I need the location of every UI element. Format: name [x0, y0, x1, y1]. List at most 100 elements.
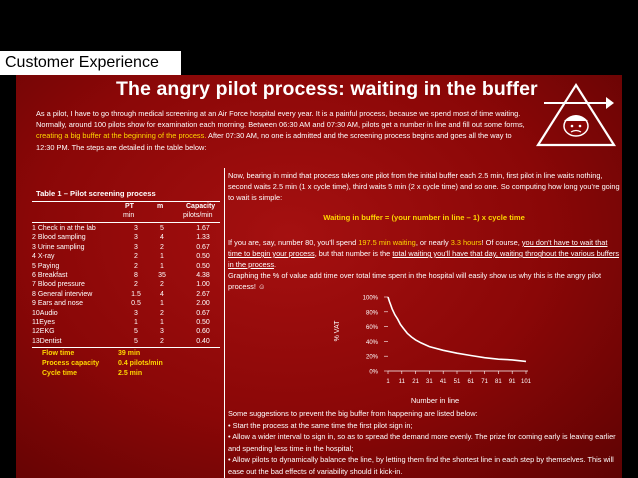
right-paragraph-2: If you are, say, number 80, you'll spend…	[228, 237, 620, 292]
cell-pt: 5	[134, 337, 138, 345]
y-tick-label: 80%	[366, 310, 379, 316]
cell-capacity: 1.33	[196, 234, 210, 242]
x-tick-label: 71	[481, 379, 488, 385]
total-label: Flow time	[42, 350, 75, 357]
chart-ylabel: % VAT	[334, 320, 341, 341]
table-row: 10Audio 3 2 0.67	[32, 309, 222, 318]
x-tick-label: 51	[454, 379, 461, 385]
cell-m: 2	[160, 243, 164, 251]
slide-title: The angry pilot process: waiting in the …	[116, 78, 538, 100]
step-name: 11Eyes	[32, 319, 55, 326]
p2-text-d: , but that number is the	[314, 249, 393, 258]
cell-pt: 8	[134, 272, 138, 279]
suggestions-intro: Some suggestions to prevent the big buff…	[228, 409, 478, 418]
cell-capacity: 2.00	[196, 300, 210, 308]
step-name: 8 General interview	[32, 290, 93, 298]
x-tick-label: 1	[386, 379, 390, 385]
cell-m: 1	[160, 253, 164, 261]
x-tick-label: 21	[412, 379, 419, 385]
table-row: 13Dentist 5 2 0.40	[32, 337, 222, 346]
p2-highlight-2: 3.3 hours	[450, 238, 482, 247]
p2-underline-1: you don't have to wait that time to begi…	[228, 238, 608, 258]
cell-pt: 5	[134, 328, 138, 336]
cell-m: 3	[160, 328, 164, 336]
p2-underline-2: total waiting you'll have that day, wait…	[228, 249, 620, 269]
intro-text-2: After 07:30 AM, no one is admitted and t…	[36, 131, 512, 152]
suggestion-item: • Allow pilots to dynamically balance th…	[228, 455, 614, 476]
cell-m: 1	[160, 319, 164, 326]
table-row: 1 Check in at the lab 3 5 1.67	[32, 224, 222, 233]
step-name: 12EKG	[32, 328, 55, 336]
p2-text-b: , or nearly	[415, 238, 451, 247]
header-capacity-unit: pilots/min	[183, 212, 213, 219]
suggestion-item: • Allow a wider interval to sign in, so …	[228, 432, 616, 453]
step-name: 2 Blood sampling	[32, 234, 86, 242]
total-flow-time: Flow time 39 min	[42, 350, 140, 357]
cell-m: 2	[160, 337, 164, 345]
y-tick-label: 20%	[366, 355, 379, 361]
step-name: 6 Breakfast	[32, 272, 68, 279]
x-tick-label: 101	[521, 379, 532, 385]
cell-m: 4	[160, 290, 164, 298]
x-tick-label: 61	[467, 379, 474, 385]
vat-chart: % VAT Number in line 0%20%40%60%80%100% …	[334, 296, 532, 406]
p2-text-a: If you are, say, number 80, you'll spend	[228, 238, 359, 247]
p2-highlight-1: 197.5 min waiting	[358, 238, 416, 247]
table-row: 2 Blood sampling 3 4 1.33	[32, 233, 222, 242]
cell-pt: 0.5	[131, 300, 141, 308]
table-row: 8 General interview 1.5 4 2.67	[32, 290, 222, 299]
table-rule-header	[32, 222, 220, 223]
total-value: 2.5 min	[118, 370, 143, 377]
header-m: m	[157, 203, 164, 210]
cell-pt: 1	[134, 319, 138, 326]
p2-text-c: ! Of course,	[481, 238, 522, 247]
step-name: 9 Ears and nose	[32, 300, 83, 308]
cell-m: 1	[160, 300, 164, 308]
table-row: 5 Paying 2 1 0.50	[32, 262, 222, 271]
intro-paragraph: As a pilot, I have to go through medical…	[36, 108, 526, 153]
x-tick-label: 91	[509, 379, 516, 385]
total-value: 0.4 pilots/min	[118, 360, 163, 367]
chart-xlabel: Number in line	[411, 396, 459, 405]
table-row: 7 Blood pressure 2 2 1.00	[32, 280, 222, 289]
cell-pt: 2	[134, 262, 138, 270]
step-name: 13Dentist	[32, 337, 62, 345]
column-divider	[224, 168, 225, 478]
top-bar	[0, 0, 638, 50]
cell-capacity: 0.50	[196, 319, 210, 326]
step-name: 1 Check in at the lab	[32, 225, 96, 232]
table-row: 6 Breakfast 8 35 4.38	[32, 271, 222, 280]
right-paragraph-1: Now, bearing in mind that process takes …	[228, 171, 620, 202]
total-label: Process capacity	[42, 360, 100, 367]
step-name: 7 Blood pressure	[32, 281, 85, 289]
y-tick-label: 60%	[366, 325, 379, 331]
cell-pt: 3	[134, 243, 138, 251]
y-tick-label: 100%	[363, 296, 379, 302]
total-label: Cycle time	[42, 370, 78, 377]
table-title: Table 1 – Pilot screening process	[36, 189, 156, 198]
p2-text-e: .	[274, 260, 277, 269]
cell-pt: 3	[134, 309, 138, 317]
cell-pt: 2	[134, 253, 138, 261]
cell-m: 2	[160, 309, 164, 317]
x-tick-label: 31	[426, 379, 433, 385]
header-pt: PT	[125, 203, 134, 210]
table-row: 3 Urine sampling 3 2 0.67	[32, 243, 222, 252]
cell-m: 35	[158, 272, 166, 279]
suggestion-item: • Start the process at the same time the…	[228, 420, 413, 430]
total-value: 39 min	[118, 350, 141, 357]
x-tick-label: 11	[399, 379, 406, 385]
header-capacity: Capacity	[186, 203, 216, 210]
cell-pt: 1.5	[131, 290, 141, 298]
cell-m: 4	[160, 234, 164, 242]
step-name: 10Audio	[32, 309, 58, 317]
slide: The angry pilot process: waiting in the …	[16, 75, 622, 478]
section-title: Customer Experience	[0, 51, 181, 75]
cell-m: 2	[160, 281, 164, 289]
chart-series-line	[387, 296, 527, 363]
cell-pt: 3	[134, 225, 138, 232]
cell-capacity: 0.67	[196, 243, 210, 251]
table-rule-bottom	[32, 347, 220, 348]
cell-capacity: 1.00	[196, 281, 210, 289]
x-tick-label: 81	[495, 379, 502, 385]
